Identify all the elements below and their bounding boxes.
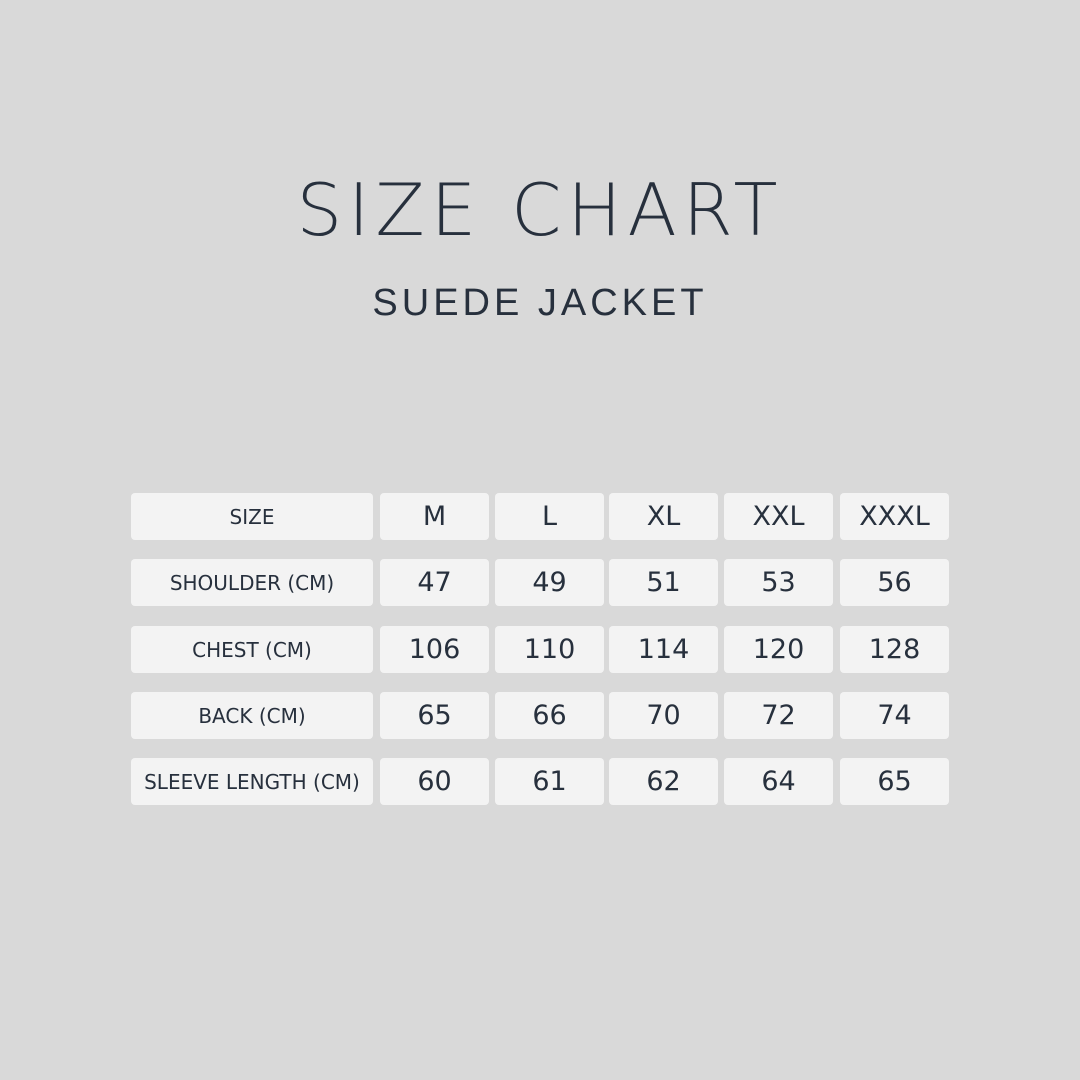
value-cell: 56 xyxy=(840,559,949,606)
value-cell: 70 xyxy=(609,692,718,739)
row-label-cell: BACK (CM) xyxy=(131,692,373,739)
header-size-cell: L xyxy=(495,493,604,540)
value-cell: 65 xyxy=(840,758,949,805)
header-size-cell: XL xyxy=(609,493,718,540)
value-cell: 114 xyxy=(609,626,718,673)
header-size-cell: XXXL xyxy=(840,493,949,540)
value-cell: 128 xyxy=(840,626,949,673)
value-cell: 60 xyxy=(380,758,489,805)
value-cell: 66 xyxy=(495,692,604,739)
page-title: SIZE CHART xyxy=(296,168,784,252)
value-cell: 62 xyxy=(609,758,718,805)
value-cell: 64 xyxy=(724,758,833,805)
value-cell: 61 xyxy=(495,758,604,805)
row-label-cell: SHOULDER (CM) xyxy=(131,559,373,606)
value-cell: 47 xyxy=(380,559,489,606)
value-cell: 74 xyxy=(840,692,949,739)
value-cell: 53 xyxy=(724,559,833,606)
value-cell: 110 xyxy=(495,626,604,673)
page-subtitle: SUEDE JACKET xyxy=(372,282,708,324)
value-cell: 51 xyxy=(609,559,718,606)
header-size-cell: M xyxy=(380,493,489,540)
value-cell: 49 xyxy=(495,559,604,606)
value-cell: 72 xyxy=(724,692,833,739)
value-cell: 106 xyxy=(380,626,489,673)
header-size-cell: XXL xyxy=(724,493,833,540)
value-cell: 65 xyxy=(380,692,489,739)
value-cell: 120 xyxy=(724,626,833,673)
header-label-cell: SIZE xyxy=(131,493,373,540)
row-label-cell: CHEST (CM) xyxy=(131,626,373,673)
row-label-cell: SLEEVE LENGTH (CM) xyxy=(131,758,373,805)
